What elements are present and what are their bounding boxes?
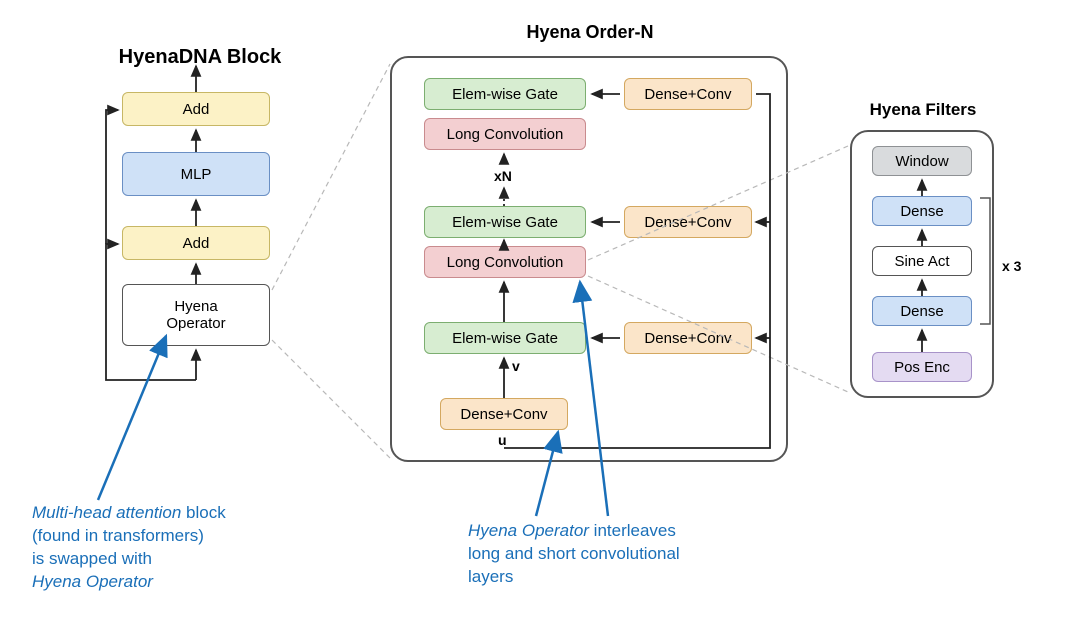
box-line2: Operator	[166, 315, 225, 332]
title-hyena-order-n: Hyena Order-N	[490, 22, 690, 43]
mid-box-dc2: Dense+Conv	[624, 206, 752, 238]
left-box-mlp: MLP	[122, 152, 270, 196]
label-x3: x 3	[1002, 258, 1021, 274]
title-hyena-filters: Hyena Filters	[858, 100, 988, 120]
label-xn: xN	[494, 168, 512, 184]
caption-left: Multi-head attention block(found in tran…	[32, 502, 292, 594]
label-u: u	[498, 432, 507, 448]
box-line1: Hyena	[174, 298, 217, 315]
mid-box-lc1: Long Convolution	[424, 246, 586, 278]
mid-box-dc0: Dense+Conv	[440, 398, 568, 430]
mid-box-gate1: Elem-wise Gate	[424, 322, 586, 354]
mid-box-gate3: Elem-wise Gate	[424, 78, 586, 110]
right-box-sine: Sine Act	[872, 246, 972, 276]
left-box-add1: Add	[122, 92, 270, 126]
mid-box-lc2: Long Convolution	[424, 118, 586, 150]
mid-box-dc3: Dense+Conv	[624, 78, 752, 110]
right-box-dense1: Dense	[872, 296, 972, 326]
left-box-hyena: HyenaOperator	[122, 284, 270, 346]
right-box-window: Window	[872, 146, 972, 176]
title-hyenadna-block: HyenaDNA Block	[95, 46, 305, 69]
left-box-add2: Add	[122, 226, 270, 260]
mid-box-dc1: Dense+Conv	[624, 322, 752, 354]
mid-box-gate2: Elem-wise Gate	[424, 206, 586, 238]
right-box-dense2: Dense	[872, 196, 972, 226]
label-v: v	[512, 358, 520, 374]
right-box-posenc: Pos Enc	[872, 352, 972, 382]
caption-right: Hyena Operator interleaveslong and short…	[468, 520, 788, 589]
